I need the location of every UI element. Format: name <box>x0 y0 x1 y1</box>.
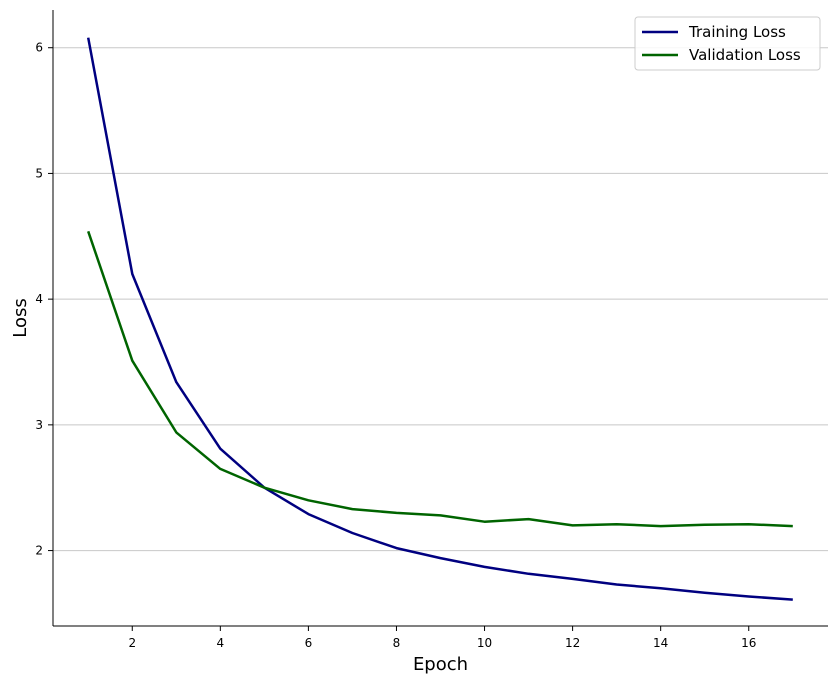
y-ticks: 2 3 4 5 6 <box>35 41 53 558</box>
x-tick-label: 4 <box>217 636 225 650</box>
x-tick-label: 14 <box>653 636 668 650</box>
x-tick-label: 6 <box>305 636 313 650</box>
x-ticks: 2 4 6 8 10 12 14 16 <box>128 626 756 650</box>
x-tick-label: 16 <box>741 636 756 650</box>
gridlines <box>53 47 828 552</box>
y-tick-label: 2 <box>35 544 43 558</box>
series-lines <box>86 37 793 601</box>
x-tick-label: 10 <box>477 636 492 650</box>
x-tick-label: 2 <box>128 636 136 650</box>
legend-label-training-loss: Training Loss <box>688 23 786 41</box>
legend: Training Loss Validation Loss <box>634 16 821 71</box>
y-tick-label: 3 <box>35 418 43 432</box>
y-tick-label: 6 <box>35 41 43 55</box>
y-tick-label: 5 <box>35 166 43 180</box>
axes <box>52 10 828 627</box>
series-line-training-loss <box>86 37 793 601</box>
y-axis-title: Loss <box>10 298 31 337</box>
x-tick-label: 12 <box>565 636 580 650</box>
x-axis-title: Epoch <box>413 654 468 675</box>
legend-box <box>634 16 821 71</box>
y-tick-label: 4 <box>35 292 43 306</box>
x-tick-label: 8 <box>393 636 401 650</box>
legend-label-validation-loss: Validation Loss <box>689 46 801 64</box>
series-line-validation-loss <box>87 230 793 528</box>
